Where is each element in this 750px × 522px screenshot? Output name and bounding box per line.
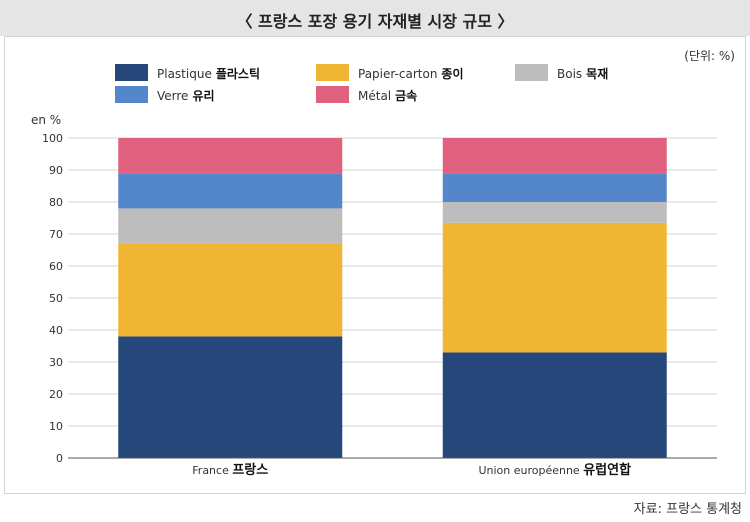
bar-segment — [118, 208, 343, 244]
y-axis-label: en % — [31, 113, 61, 127]
legend-swatch — [115, 86, 148, 103]
y-tick-label: 30 — [49, 356, 63, 369]
y-tick-label: 40 — [49, 324, 63, 337]
bar-segment — [442, 173, 667, 202]
y-tick-label: 60 — [49, 260, 63, 273]
chart-title: 〈 프랑스 포장 용기 자재별 시장 규모 〉 — [236, 12, 514, 31]
y-tick-label: 50 — [49, 292, 63, 305]
source-note: 자료: 프랑스 통계청 — [633, 502, 742, 517]
y-tick-label: 90 — [49, 164, 63, 177]
x-tick-label: Union européenne 유럽연합 — [478, 462, 631, 478]
stacked-bar-chart: 0 10 20 30 40 50 60 70 80 90 100 France 프랑스 Union e… — [31, 113, 717, 478]
y-tick-label: 70 — [49, 228, 63, 241]
bar-segment — [442, 352, 667, 458]
bar-segment — [442, 138, 667, 174]
legend-label: Métal 금속 — [358, 89, 418, 103]
legend-swatch — [115, 64, 148, 81]
bar-segment — [118, 336, 343, 458]
unit-note: (단위: %) — [684, 49, 735, 63]
bars — [118, 138, 667, 458]
bar-segment — [442, 202, 667, 223]
chart-frame: (단위: %) Plastique 플라스틱 Papier-carton 종이 Bo… — [4, 36, 746, 494]
title-bar: 〈 프랑스 포장 용기 자재별 시장 규모 〉 — [0, 0, 750, 36]
legend-label: Plastique 플라스틱 — [157, 67, 260, 81]
y-tick-label: 10 — [49, 420, 63, 433]
legend-label: Papier-carton 종이 — [358, 67, 464, 81]
y-tick-label: 100 — [42, 132, 63, 145]
y-tick-label: 20 — [49, 388, 63, 401]
bar-segment — [442, 222, 667, 353]
x-tick-label: France 프랑스 — [192, 463, 268, 478]
bar-segment — [118, 138, 343, 174]
legend-label: Bois 목재 — [557, 67, 609, 81]
y-tick-labels: 0 10 20 30 40 50 60 70 80 90 100 — [42, 132, 63, 465]
y-tick-label: 80 — [49, 196, 63, 209]
legend-swatch — [316, 64, 349, 81]
legend-swatch — [316, 86, 349, 103]
y-tick-label: 0 — [56, 452, 63, 465]
legend-swatch — [515, 64, 548, 81]
legend-label: Verre 유리 — [157, 89, 215, 103]
bar-segment — [118, 173, 343, 209]
x-tick-labels: France 프랑스 Union européenne 유럽연합 — [192, 462, 631, 478]
bar-segment — [118, 243, 343, 337]
